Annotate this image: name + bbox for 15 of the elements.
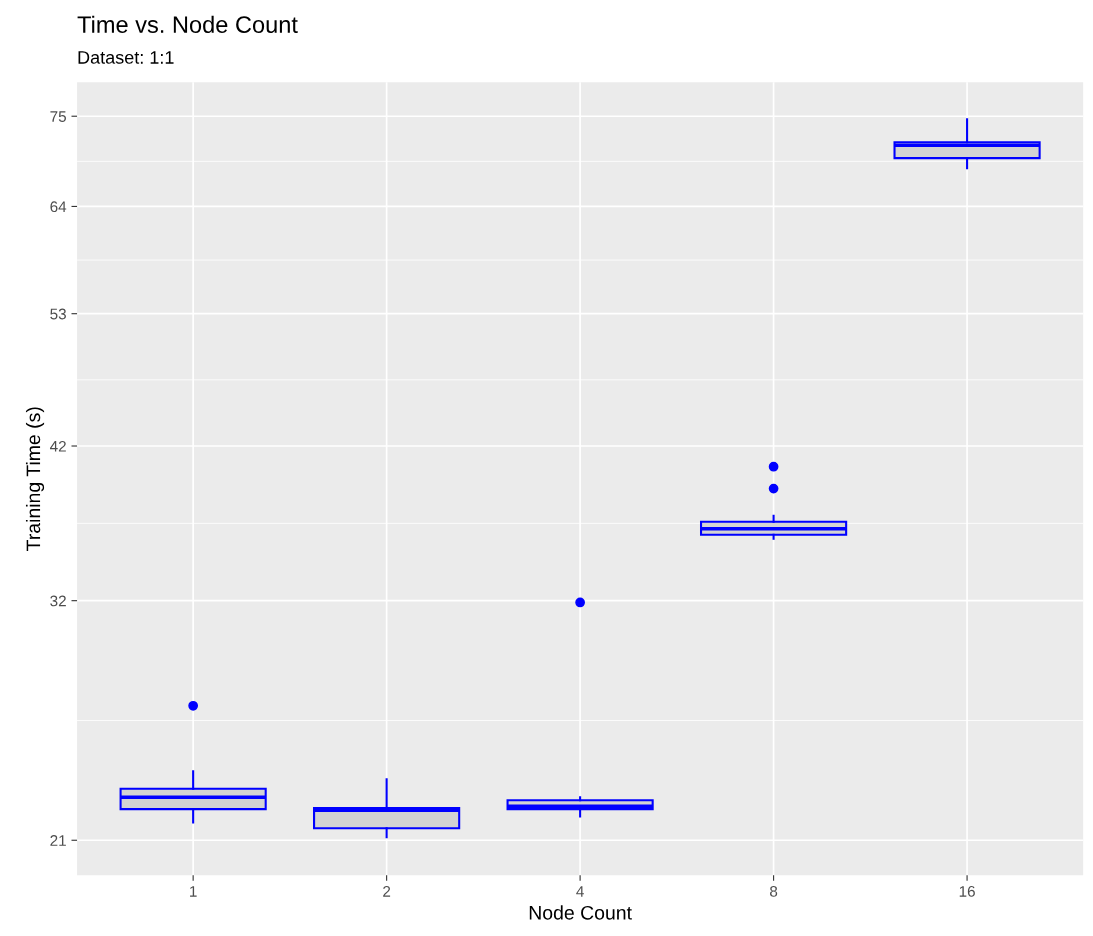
y-tick-label: 21 bbox=[50, 835, 66, 846]
y-tick-label: 32 bbox=[50, 595, 66, 607]
y-tick-label: 42 bbox=[50, 440, 66, 452]
x-tick-label: 1 bbox=[190, 886, 197, 897]
y-tick-label: 53 bbox=[50, 308, 66, 320]
x-tick-label: 4 bbox=[576, 886, 584, 897]
y-axis-title: Training Time (s) bbox=[25, 407, 45, 551]
x-tick-label: 2 bbox=[383, 885, 391, 897]
y-tick-label: 64 bbox=[50, 201, 67, 213]
x-axis-title: Node Count bbox=[529, 905, 632, 920]
y-tick-label: 75 bbox=[50, 111, 66, 122]
x-tick-label: 8 bbox=[770, 885, 778, 897]
chart-title: Time vs. Node Count bbox=[77, 15, 298, 33]
chart-subtitle: Dataset: 1:1 bbox=[78, 51, 174, 64]
x-tick-label: 16 bbox=[959, 885, 975, 897]
